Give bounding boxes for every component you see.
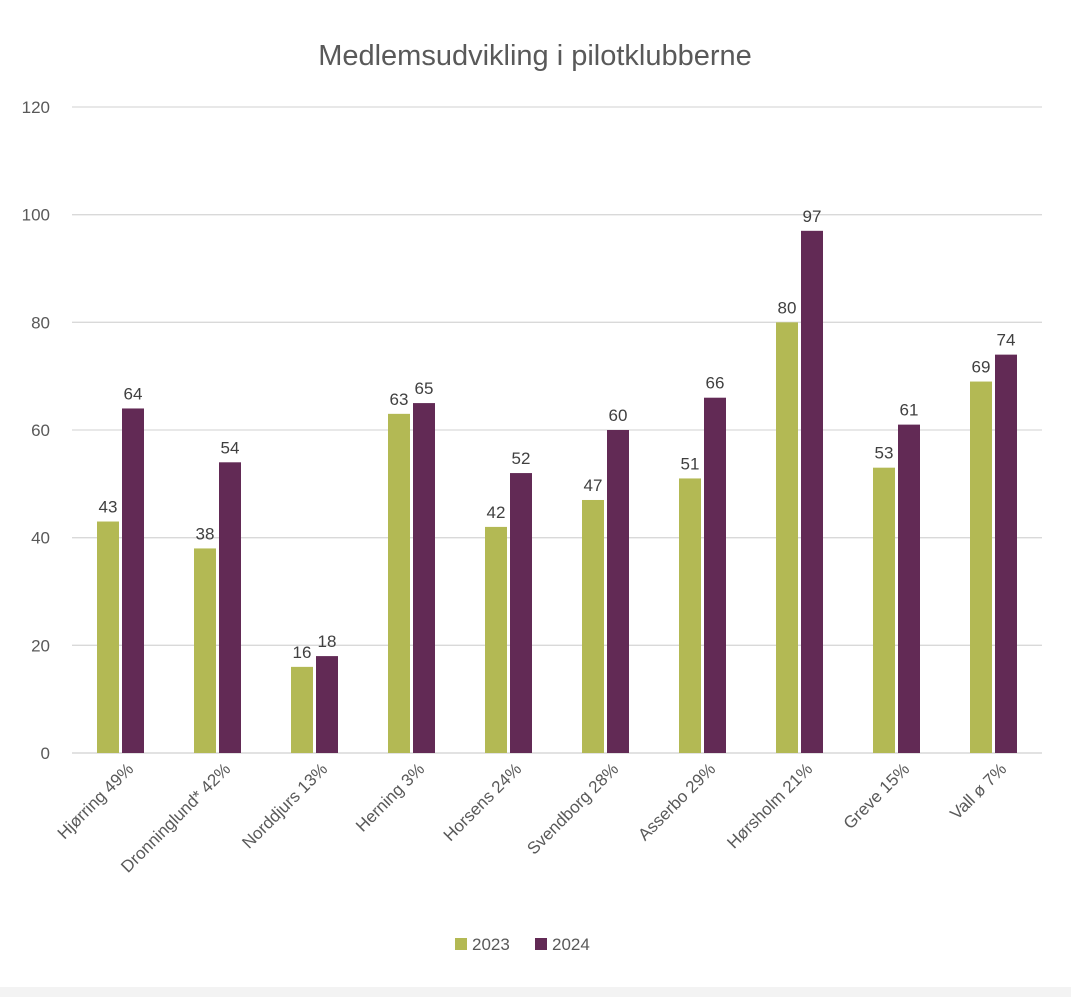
- data-label: 97: [803, 207, 822, 226]
- x-axis-ticks: Hjørring 49%Dronninglund* 42% Norddjurs 1…: [54, 759, 1011, 876]
- data-label: 16: [293, 643, 312, 662]
- data-label: 64: [124, 384, 143, 403]
- bars: [97, 230, 1017, 754]
- bar-2024-7: [801, 230, 823, 754]
- data-label: 74: [997, 331, 1016, 350]
- data-label: 42: [487, 503, 506, 522]
- bar-2024-2: [316, 656, 338, 753]
- y-tick-label: 80: [31, 313, 50, 332]
- bar-2023-8: [873, 467, 895, 753]
- data-label: 53: [875, 444, 894, 463]
- y-axis-ticks: 0 20 40 60 80 100 120: [22, 98, 50, 763]
- data-label: 47: [584, 476, 603, 495]
- data-label: 60: [609, 406, 628, 425]
- bar-2024-4: [510, 473, 532, 753]
- legend: 2023 2024: [455, 935, 590, 954]
- y-tick-label: 0: [41, 744, 50, 763]
- data-label: 66: [706, 374, 725, 393]
- y-tick-label: 60: [31, 421, 50, 440]
- data-label: 43: [99, 498, 118, 517]
- x-tick-label: Vall ø 7%: [946, 759, 1010, 823]
- x-tick-label: Horsens 24%: [440, 759, 526, 845]
- bar-2023-9: [970, 381, 992, 753]
- bar-2024-3: [413, 403, 435, 753]
- x-tick-label: Norddjurs 13%: [238, 759, 331, 852]
- data-label: 65: [415, 379, 434, 398]
- data-label: 69: [972, 358, 991, 377]
- data-label: 38: [196, 524, 215, 543]
- data-label: 80: [778, 298, 797, 317]
- bar-2023-3: [388, 413, 410, 753]
- bar-2024-9: [995, 354, 1017, 753]
- x-tick-label: Svendborg 28%: [523, 759, 622, 858]
- x-tick-label: Asserbo 29%: [634, 759, 719, 844]
- data-label: 54: [221, 438, 240, 457]
- data-label: 51: [681, 454, 700, 473]
- data-label: 52: [512, 449, 531, 468]
- bar-2023-6: [679, 478, 701, 753]
- bar-2024-8: [898, 424, 920, 753]
- y-tick-label: 20: [31, 636, 50, 655]
- legend-label: 2024: [552, 935, 590, 954]
- bar-2023-0: [97, 521, 119, 753]
- bar-2024-5: [607, 430, 629, 753]
- x-tick-label: Dronninglund* 42%: [117, 759, 234, 876]
- bar-2024-0: [122, 408, 144, 753]
- x-tick-label: Herning 3%: [352, 759, 428, 835]
- data-label: 18: [318, 632, 337, 651]
- y-tick-label: 120: [22, 98, 50, 117]
- gridlines: [72, 106, 1042, 754]
- data-labels: 43 64 38 54 16 18 63 65 42 52 47 60 51 66 80 97 53 61 69 74: [99, 207, 1016, 662]
- bar-2023-5: [582, 499, 604, 753]
- chart-title: Medlemsudvikling i pilotklubberne: [318, 40, 752, 72]
- x-tick-label: Hjørring 49%: [54, 759, 138, 843]
- data-label: 63: [390, 390, 409, 409]
- bar-2023-2: [291, 666, 313, 753]
- legend-swatch: [455, 938, 467, 950]
- x-tick-label: Greve 15%: [840, 759, 914, 833]
- bar-2023-4: [485, 526, 507, 753]
- legend-swatch: [535, 938, 547, 950]
- x-tick-label: Hørsholm 21%: [723, 759, 816, 852]
- y-tick-label: 100: [22, 206, 50, 225]
- data-label: 61: [900, 401, 919, 420]
- bar-2023-1: [194, 548, 216, 753]
- bar-2024-6: [704, 397, 726, 753]
- legend-label: 2023: [472, 935, 510, 954]
- bottom-strip: [0, 987, 1071, 997]
- bar-2024-1: [219, 462, 241, 753]
- y-tick-label: 40: [31, 529, 50, 548]
- bar-2023-7: [776, 322, 798, 753]
